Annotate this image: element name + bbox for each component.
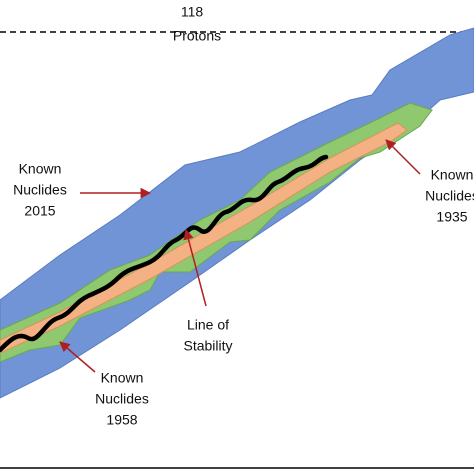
label-line: Nuclides <box>95 391 149 407</box>
labels: Known Nuclides 2015 Known Nuclides 1935 Line o… <box>13 161 474 428</box>
arrows <box>59 139 421 373</box>
label-line: Known <box>101 370 144 386</box>
label-line: Known <box>19 161 62 177</box>
label-line: Nuclides <box>13 182 67 198</box>
label-line: 1958 <box>106 412 137 428</box>
limit-caption: Protons <box>173 28 221 44</box>
label-line: Nuclides <box>425 188 474 204</box>
label-line: 2015 <box>24 203 55 219</box>
stability-line <box>0 154 329 353</box>
limit-number: 118 <box>181 4 204 20</box>
label-line: 1935 <box>436 209 467 225</box>
region-1935 <box>0 122 408 354</box>
label-line: Known <box>431 167 474 183</box>
label-line: Stability <box>183 338 232 354</box>
label-line: Line of <box>187 317 229 333</box>
